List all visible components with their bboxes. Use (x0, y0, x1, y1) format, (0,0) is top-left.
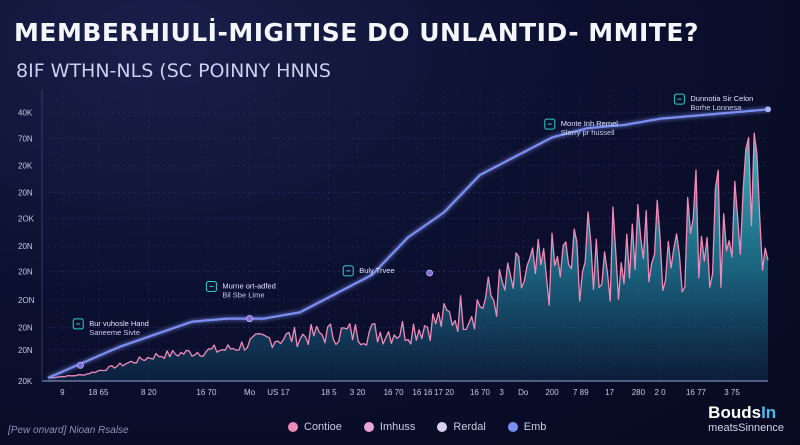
brand-name-accent: In (761, 403, 777, 422)
legend-label: Imhuss (379, 421, 416, 433)
annotation-text: Bil Sbe Lime (222, 290, 264, 299)
x-tick-label: 16 70 (196, 388, 217, 397)
x-tick-label: Do (518, 388, 529, 397)
x-tick-label: 9 (60, 388, 65, 397)
area-series (47, 132, 769, 381)
y-tick-label: 70N (18, 135, 33, 144)
legend-label: Emb (523, 421, 547, 433)
brand-tagline: meatsSinnence (708, 422, 784, 434)
x-tick-label: 8 20 (141, 388, 157, 397)
chart-title: MEMBERHIULİ-MIGITISE DO UNLANTID- MMITE? (14, 18, 699, 47)
y-tick-label: 20N (18, 323, 33, 332)
x-tick-label: 16 70 (470, 388, 491, 397)
trend-line (47, 108, 769, 379)
area-top-line (47, 132, 769, 379)
markers (77, 269, 434, 369)
legend-item-contioe: Contioe (288, 421, 342, 433)
annotation-text: Monte Inh Remel (561, 119, 618, 128)
y-tick-label: 20K (18, 162, 33, 171)
annotation-icon (205, 280, 217, 292)
chart-subtitle: 8IF WTHN-NLS (SC POINNY HNNS (16, 60, 331, 82)
y-tick-label: 20N (18, 242, 33, 251)
annotation-icon (342, 265, 354, 277)
trend-line-endpoint (765, 106, 771, 113)
x-tick-label: 7 89 (573, 388, 589, 397)
annotation: Buly Trvee (342, 265, 395, 277)
x-tick-label: 3 20 (350, 388, 366, 397)
y-tick-label: 20N (18, 188, 33, 197)
axes: 20K 20N 20N 2ON 20N 20N 2OK 20N 20K 70N 40K 9 18 65 8… (18, 90, 768, 397)
x-tick-label: Mo (244, 388, 256, 397)
x-tick-label: 200 (545, 388, 559, 397)
legend-swatch (437, 422, 448, 432)
y-tick-label: 2OK (18, 215, 35, 224)
x-tick-label: 17 20 (434, 388, 455, 397)
x-tick-label: 16 70 (384, 388, 405, 397)
x-tick-label: 17 (605, 388, 614, 397)
x-tick-label: 18 5 (321, 388, 337, 397)
annotation-text: Buly Trvee (359, 266, 394, 275)
brand-logo: BoudsIn meatsSinnence (708, 404, 784, 435)
line-series (47, 106, 771, 379)
annotation-text: Bur vuhosle Hand (89, 319, 149, 328)
annotation-text: Borhe Lonnesa (690, 103, 742, 112)
annotation-text: Murne ort-adfed (222, 281, 275, 290)
brand-name: BoudsIn (708, 404, 784, 422)
annotation-text: Saneeme Sivte (89, 328, 140, 337)
legend-item-emb: Emb (507, 421, 547, 433)
data-marker (77, 361, 84, 369)
y-tick-label: 2ON (18, 296, 35, 305)
annotation-icon (72, 318, 84, 330)
legend-label: Contioe (304, 421, 342, 433)
legend-swatch (288, 422, 298, 432)
x-tick-label: 3 (499, 388, 504, 397)
y-tick-label: 20K (18, 377, 33, 386)
legend-swatch (363, 422, 374, 432)
legend-label: Rerdal (453, 421, 486, 433)
data-marker (426, 269, 434, 277)
annotation-text: Dunnotia Sir Celon (690, 94, 753, 103)
brand-name-main: Bouds (708, 403, 762, 422)
x-tick-label: 280 (632, 388, 646, 397)
y-tick-label: 40K (18, 108, 33, 117)
annotation-icon (544, 118, 556, 130)
legend-swatch (507, 422, 518, 432)
x-tick-label: 16 16 (412, 388, 433, 397)
annotation-icon (673, 93, 685, 105)
data-marker (246, 315, 254, 322)
y-tick-label: 20N (18, 346, 33, 355)
x-tick-label: 18 65 (88, 388, 109, 397)
x-tick-label: 3 75 (724, 388, 740, 397)
x-tick-label: US 17 (267, 388, 290, 397)
annotation-text: Slerry pr hussell (561, 128, 615, 137)
x-tick-label: 16 77 (686, 388, 707, 397)
x-tick-label: 2 0 (654, 388, 666, 397)
source-footnote: [Pew onvard] Nioan Rsalse (8, 425, 129, 436)
legend: Contioe Imhuss Rerdal Emb (288, 421, 546, 433)
area-fill (48, 133, 768, 381)
legend-item-rerdal: Rerdal (437, 421, 486, 433)
y-tick-label: 20N (18, 268, 33, 277)
legend-item-imhuss: Imhuss (363, 421, 416, 433)
